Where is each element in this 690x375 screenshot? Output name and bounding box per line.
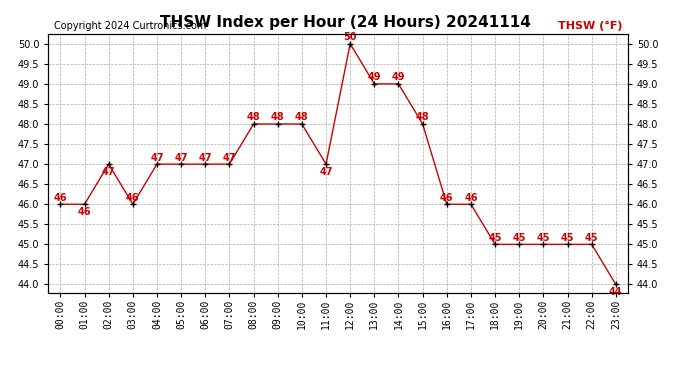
Text: 45: 45 [513, 233, 526, 243]
Text: 48: 48 [416, 112, 429, 122]
Text: 45: 45 [489, 233, 502, 243]
Text: 46: 46 [440, 193, 453, 202]
Text: 47: 47 [102, 166, 115, 177]
Text: THSW Index per Hour (24 Hours) 20241114: THSW Index per Hour (24 Hours) 20241114 [159, 15, 531, 30]
Text: 50: 50 [344, 32, 357, 42]
Text: 49: 49 [368, 72, 381, 82]
Text: 47: 47 [175, 153, 188, 162]
Text: 46: 46 [54, 193, 67, 202]
Text: THSW (°F): THSW (°F) [558, 21, 623, 31]
Text: 44: 44 [609, 287, 622, 297]
Text: 48: 48 [247, 112, 260, 122]
Text: 46: 46 [464, 193, 477, 202]
Text: 47: 47 [150, 153, 164, 162]
Text: 46: 46 [78, 207, 91, 217]
Text: 45: 45 [537, 233, 550, 243]
Text: Copyright 2024 Curtronics.com: Copyright 2024 Curtronics.com [54, 21, 206, 31]
Text: 48: 48 [295, 112, 308, 122]
Text: 45: 45 [585, 233, 598, 243]
Text: 47: 47 [199, 153, 212, 162]
Text: 47: 47 [223, 153, 236, 162]
Text: 49: 49 [392, 72, 405, 82]
Text: 47: 47 [319, 166, 333, 177]
Text: 46: 46 [126, 193, 139, 202]
Text: 48: 48 [271, 112, 284, 122]
Text: 45: 45 [561, 233, 574, 243]
